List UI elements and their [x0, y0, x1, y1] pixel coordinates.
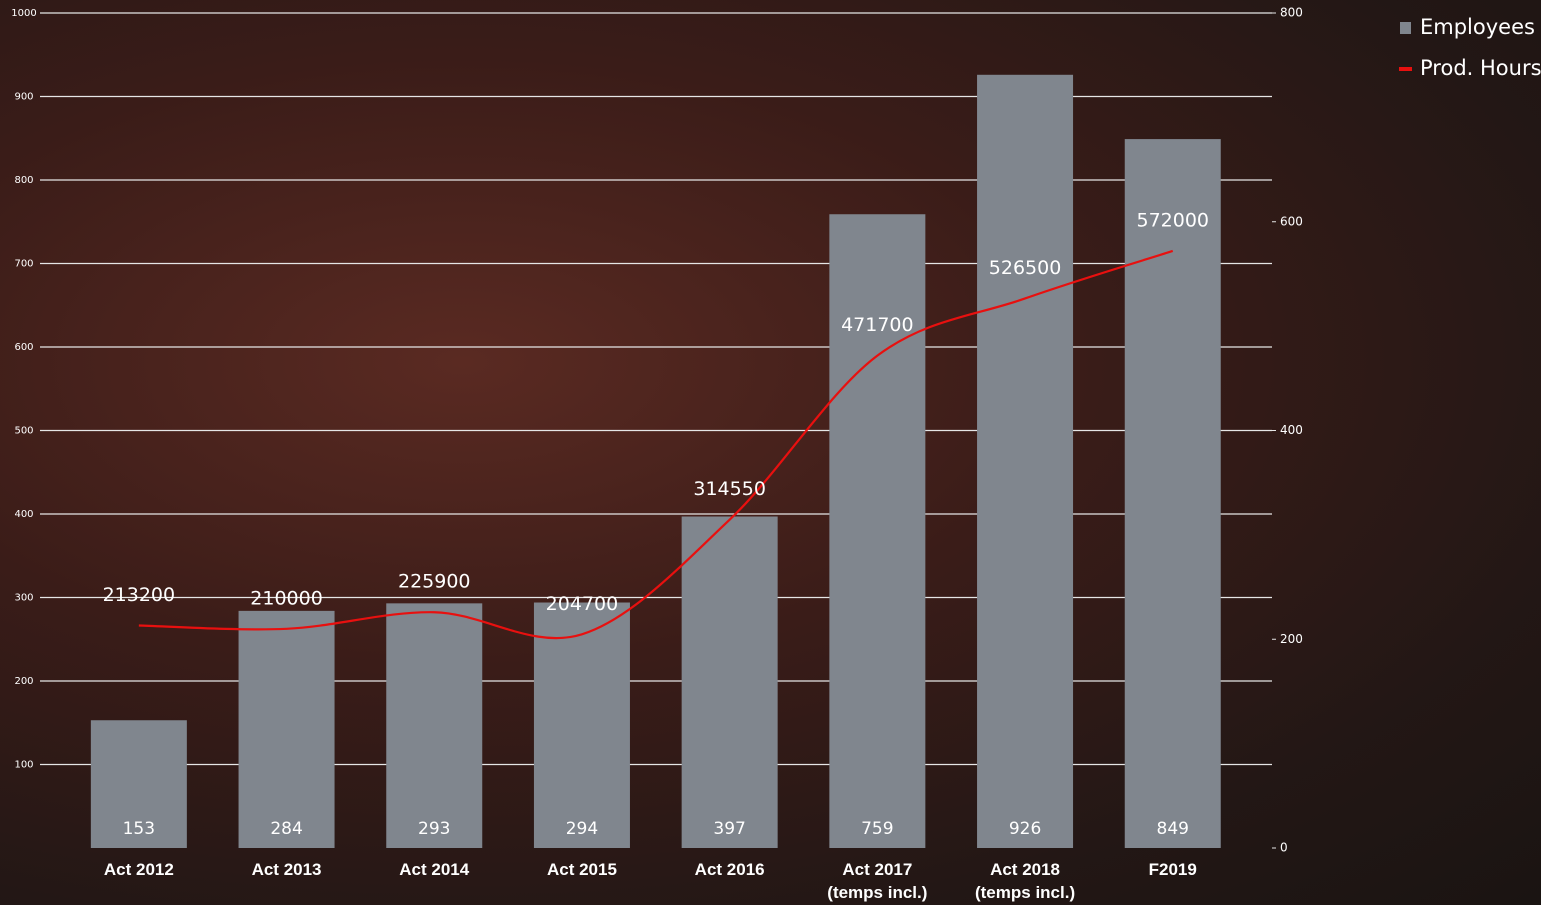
- y-tick-label: 900: [14, 92, 33, 103]
- bar-value-label: 759: [861, 819, 893, 839]
- bar: [682, 517, 778, 848]
- y-tick-label: 500: [14, 426, 33, 437]
- y2-tick-label: 800: [1280, 6, 1303, 20]
- bar: [1125, 139, 1221, 848]
- bar: [977, 75, 1073, 848]
- y2-tick-label: 400: [1280, 423, 1303, 437]
- bar: [386, 603, 482, 848]
- x-tick-label: Act 2017 (temps incl.): [802, 858, 952, 904]
- line-value-label: 213200: [103, 584, 176, 606]
- line-value-label: 314550: [693, 478, 766, 500]
- y-tick-label: 100: [14, 760, 33, 771]
- bar-value-label: 293: [418, 819, 450, 839]
- y2-tick-label: 200: [1280, 632, 1303, 646]
- line-value-label: 526500: [989, 257, 1062, 279]
- y-tick-label: 600: [14, 342, 33, 353]
- x-tick-label: Act 2012: [64, 858, 214, 881]
- legend-label: Employees: [1420, 15, 1535, 39]
- x-tick-label: Act 2015: [507, 858, 657, 881]
- legend-swatch: [1400, 22, 1411, 34]
- bar-value-label: 294: [566, 819, 598, 839]
- x-tick-label: F2019: [1098, 858, 1248, 881]
- y-tick-label: 400: [14, 509, 33, 520]
- line-value-label: 210000: [250, 587, 323, 609]
- legend-label: Prod. Hours: [1420, 56, 1541, 80]
- legend-swatch: [1399, 67, 1412, 71]
- chart-page: 100 200 300 400 500 600 700 800 900 1000 0 200 400 60…: [0, 0, 1541, 905]
- y-tick-label: 300: [14, 593, 33, 604]
- y-tick-label: 700: [14, 259, 33, 270]
- bar-value-label: 153: [123, 819, 155, 839]
- y-tick-label: 1000: [11, 8, 36, 19]
- bar-value-label: 284: [270, 819, 302, 839]
- chart: 100 200 300 400 500 600 700 800 900 1000 0 200 400 60…: [0, 0, 1541, 905]
- bar: [829, 214, 925, 848]
- x-tick-label: Act 2018 (temps incl.): [950, 858, 1100, 904]
- x-tick-label: Act 2016: [655, 858, 805, 881]
- y-tick-label: 800: [14, 175, 33, 186]
- y2-tick-label: 0: [1280, 841, 1288, 855]
- x-tick-label: Act 2013: [212, 858, 362, 881]
- bar-value-label: 849: [1157, 819, 1189, 839]
- bar-value-label: 397: [713, 819, 745, 839]
- line-value-label: 225900: [398, 571, 471, 593]
- y2-tick-label: 600: [1280, 214, 1303, 228]
- line-value-label: 204700: [546, 593, 619, 615]
- bar-value-label: 926: [1009, 819, 1041, 839]
- line-value-label: 471700: [841, 314, 914, 336]
- y-tick-label: 200: [14, 676, 33, 687]
- line-value-label: 572000: [1136, 209, 1209, 231]
- bar: [534, 603, 630, 848]
- bar: [239, 611, 335, 848]
- x-tick-label: Act 2014: [359, 858, 509, 881]
